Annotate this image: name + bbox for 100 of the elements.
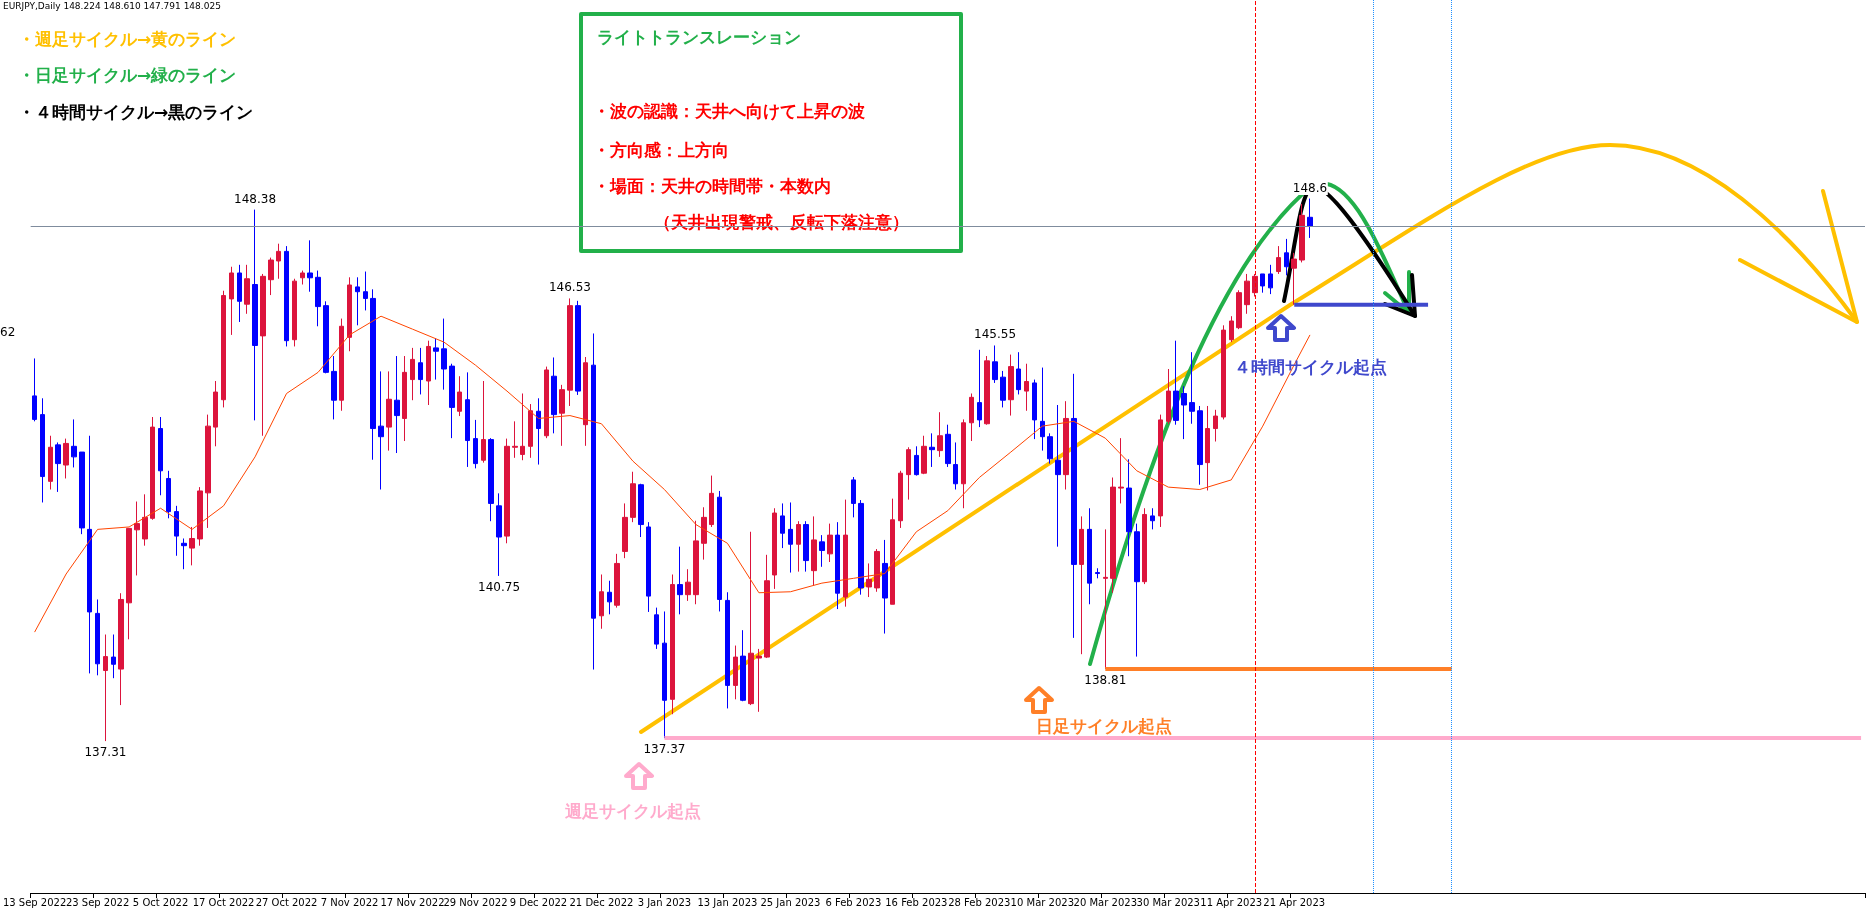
candlestick (512, 420, 518, 459)
candlestick (1055, 404, 1061, 548)
candlestick (292, 278, 297, 347)
candlestick (662, 610, 667, 739)
candlestick (796, 520, 801, 573)
candlestick (780, 502, 785, 549)
candlestick (874, 548, 880, 593)
candlestick (898, 470, 903, 529)
candlestick (197, 486, 203, 547)
text: 週足サイクル起点 (565, 800, 701, 823)
candlestick (300, 270, 305, 286)
candlestick (1173, 340, 1179, 426)
annotation: 137.31 (83, 745, 128, 760)
x-tick-label: 3 Jan 2023 (637, 896, 692, 908)
candlestick (1299, 203, 1305, 263)
candlestick (1008, 354, 1014, 417)
text: 62 (0, 325, 16, 339)
candlestick (1284, 238, 1289, 276)
candlestick (363, 271, 368, 311)
candlestick (835, 521, 840, 610)
x-tick-label: 23 Sep 2022 (65, 896, 130, 908)
x-tick-label: 6 Feb 2023 (825, 896, 882, 908)
candlestick (1229, 315, 1234, 343)
x-tick-label: 21 Apr 2023 (1263, 896, 1326, 908)
candlestick (638, 483, 644, 538)
candlestick (843, 499, 848, 608)
candlestick (528, 403, 533, 459)
annotation: 日足サイクル起点 (1036, 715, 1172, 738)
candlestick (71, 418, 77, 468)
candlestick (1244, 273, 1250, 315)
candlestick (725, 591, 730, 709)
candlestick (803, 520, 809, 573)
candlestick (111, 634, 116, 679)
candlestick (457, 375, 462, 417)
candlestick (465, 371, 470, 468)
candlestick (1126, 458, 1132, 557)
x-tick-label: 16 Feb 2023 (885, 896, 948, 908)
x-tick-label: 5 Oct 2022 (132, 896, 189, 908)
annotation: 138.81 (1083, 673, 1128, 688)
candlestick (992, 344, 998, 384)
candlestick (945, 424, 951, 468)
candlestick (685, 568, 691, 602)
candlestick (347, 276, 352, 352)
candlestick (449, 363, 455, 439)
text: ・日足サイクル→緑のライン (18, 64, 237, 87)
annotation: 145.55 (973, 327, 1018, 342)
candlestick (331, 355, 337, 420)
candlestick (937, 411, 943, 458)
candlestick (567, 297, 573, 407)
chart-title: EURJPY,Daily 148.224 148.610 147.791 148.025 (3, 1, 221, 11)
candlestick (921, 435, 927, 475)
candlestick (882, 539, 888, 635)
candlestick (1236, 289, 1242, 330)
candlestick (1079, 515, 1084, 655)
candlestick (1307, 198, 1313, 239)
candlestick (1221, 324, 1226, 420)
candlestick (607, 580, 612, 615)
candlestick (126, 527, 132, 640)
candlestick (520, 392, 525, 461)
candlestick (95, 598, 100, 676)
candlestick (1205, 405, 1210, 491)
candlestick (827, 523, 833, 563)
candlestick (1189, 351, 1195, 425)
candlestick (48, 435, 53, 491)
candlestick (1103, 528, 1108, 670)
candlestick (961, 418, 966, 509)
x-tick-label: 17 Oct 2022 (192, 896, 255, 908)
candlestick (654, 607, 659, 650)
candlestick (764, 554, 770, 659)
candlestick (1158, 414, 1163, 528)
candlestick (55, 441, 61, 493)
candlestick (756, 648, 762, 713)
candlestick (851, 476, 856, 518)
candlestick (1197, 405, 1203, 486)
candlestick (984, 355, 990, 426)
candlestick (394, 355, 400, 454)
candlestick (205, 414, 211, 529)
candlestick (717, 490, 722, 612)
candlestick (221, 290, 226, 408)
candlestick (174, 505, 179, 557)
candlestick (788, 501, 793, 574)
candlestick (1118, 437, 1124, 504)
x-tick-label: 29 Nov 2022 (443, 896, 508, 908)
x-tick-label: 17 Nov 2022 (380, 896, 445, 908)
candlestick (969, 392, 974, 442)
candlestick (591, 332, 596, 671)
candlestick (709, 475, 714, 528)
candlestick (811, 515, 817, 587)
candlestick (142, 493, 148, 547)
candlestick (370, 288, 376, 461)
candlestick (307, 239, 313, 293)
candlestick (504, 438, 510, 544)
candlestick (237, 264, 242, 323)
candlestick (1268, 264, 1273, 295)
text: ・週足サイクル→黄のライン (18, 28, 237, 51)
text: ・波の認識：天井へ向けて上昇の波 (593, 100, 865, 123)
candlestick (575, 300, 581, 396)
candlestick (276, 243, 281, 280)
candlestick (693, 520, 699, 605)
candlestick (1150, 507, 1155, 530)
